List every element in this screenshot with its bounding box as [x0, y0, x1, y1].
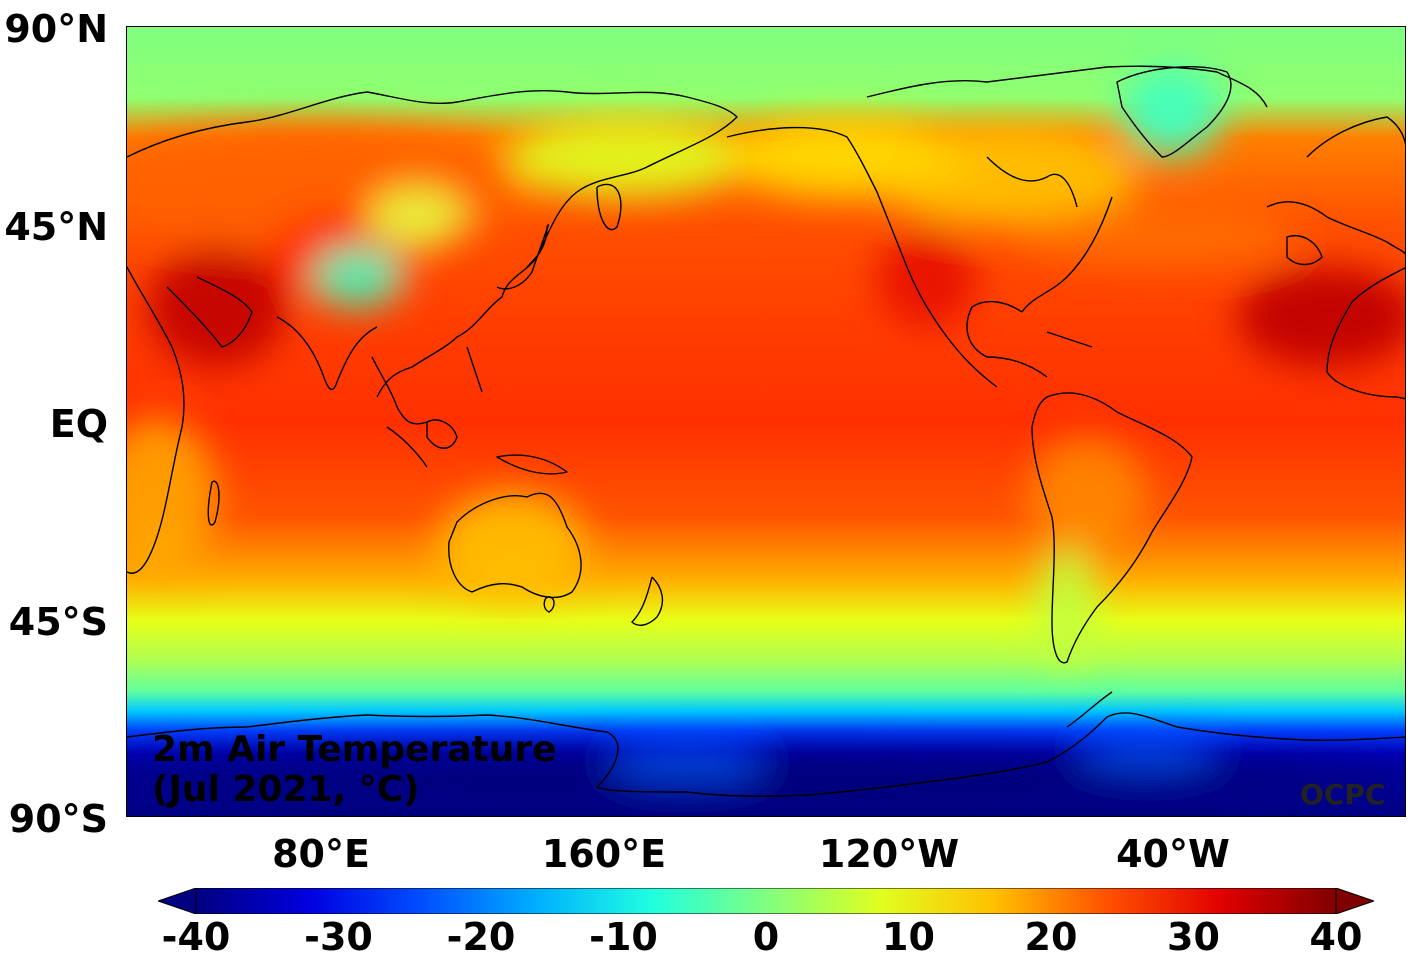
- west-africa-coast: [1326, 267, 1405, 400]
- lat-tick-45s: 45°S: [8, 600, 108, 644]
- europe-coast: [1266, 201, 1405, 255]
- lat-tick-90n: 90°N: [4, 7, 108, 51]
- credit-label: OCPC: [1300, 778, 1386, 811]
- philippines: [466, 346, 483, 393]
- canada-arctic-islands: [866, 65, 1268, 108]
- map-title: 2m Air Temperature (Jul 2021, °C): [152, 730, 557, 809]
- africa-east-coast: [127, 266, 185, 574]
- colorbar-tick-label: -30: [304, 915, 373, 959]
- sumatra: [386, 426, 428, 468]
- lon-tick-40w: 40°W: [1116, 832, 1230, 876]
- hudson-bay: [986, 156, 1078, 208]
- india: [276, 316, 378, 391]
- eurasia-north-coast: [127, 89, 738, 193]
- tasmania: [543, 596, 555, 613]
- map-title-line1: 2m Air Temperature: [152, 729, 557, 770]
- kamchatka: [596, 183, 622, 231]
- new-guinea: [496, 454, 568, 475]
- map-title-line2: (Jul 2021, °C): [152, 768, 420, 810]
- colorbar-extend-min: [158, 888, 197, 914]
- map-frame: [126, 26, 1406, 817]
- lat-tick-45n: 45°N: [4, 205, 108, 249]
- colorbar-tick-label: 20: [1024, 915, 1078, 959]
- lat-tick-eq: EQ: [49, 402, 108, 446]
- colorbar: [158, 888, 1374, 914]
- lon-tick-120w: 120°W: [818, 832, 960, 876]
- temperature-field: [127, 27, 1405, 816]
- antarctica-coast: [127, 712, 1405, 797]
- greenland: [1116, 66, 1232, 158]
- south-america: [1031, 392, 1193, 664]
- arabia: [166, 276, 253, 348]
- east-asia-coast: [376, 191, 578, 398]
- north-america-west-coast: [876, 191, 998, 388]
- borneo: [426, 419, 458, 449]
- new-zealand: [631, 576, 664, 626]
- antarctic-peninsula: [1066, 691, 1113, 728]
- lon-tick-160e: 160°E: [541, 832, 667, 876]
- gulf-of-mexico: [966, 300, 1048, 378]
- indochina: [371, 356, 428, 425]
- colorbar-tick-label: -20: [446, 915, 516, 959]
- lat-tick-90s: 90°S: [8, 797, 108, 841]
- colorbar-tick-label: 40: [1309, 915, 1363, 959]
- colorbar-bar: [195, 888, 1337, 914]
- madagascar: [207, 480, 220, 526]
- colorbar-extend-max: [1335, 888, 1374, 914]
- iberia: [1286, 235, 1323, 266]
- colorbar-tick-label: 0: [752, 915, 780, 959]
- north-america-east-coast: [1021, 196, 1113, 313]
- colorbar-tick-label: 30: [1167, 915, 1220, 959]
- colorbar-tick-label: 10: [882, 915, 935, 959]
- temperature-anomalies: [127, 67, 1405, 807]
- australia: [448, 492, 582, 599]
- japan: [496, 224, 549, 290]
- lon-tick-80e: 80°E: [272, 832, 370, 876]
- colorbar-tick-label: -40: [161, 915, 231, 959]
- caribbean: [1046, 331, 1093, 348]
- coastlines: [127, 65, 1405, 797]
- scandinavia: [1306, 116, 1405, 158]
- colorbar-tick-label: -10: [589, 915, 658, 959]
- alaska-coast: [726, 126, 878, 193]
